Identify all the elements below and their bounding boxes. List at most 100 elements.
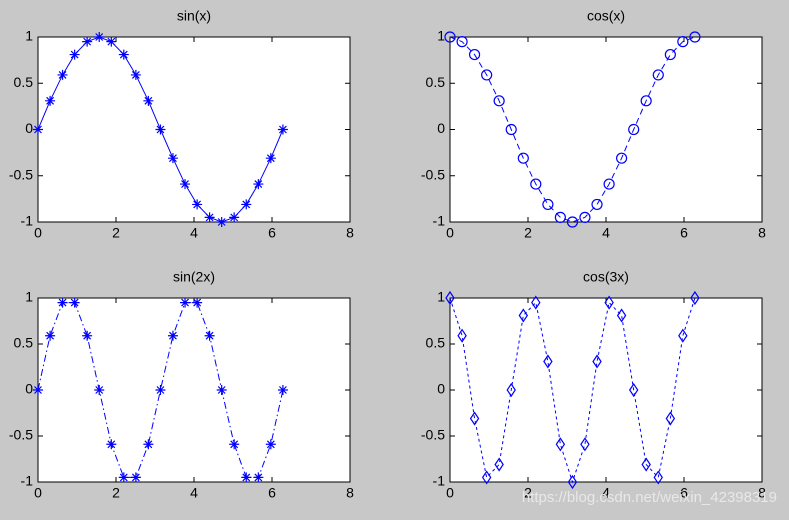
- data-marker: [33, 385, 43, 395]
- watermark: https://blog.csdn.net/weixin_42398319: [522, 489, 777, 506]
- x-tick-label: 2: [112, 485, 120, 501]
- data-marker: [664, 49, 676, 61]
- data-marker: [678, 328, 688, 343]
- data-marker: [481, 69, 493, 81]
- data-marker: [616, 152, 628, 164]
- data-marker: [94, 385, 105, 395]
- chart-title: sin(2x): [173, 269, 215, 285]
- data-marker: [253, 179, 264, 190]
- data-marker: [204, 212, 215, 223]
- x-tick-label: 2: [524, 225, 532, 241]
- data-marker: [468, 49, 481, 61]
- data-marker: [204, 330, 215, 341]
- axes-box: [449, 297, 763, 483]
- data-marker: [456, 36, 468, 48]
- data-marker: [45, 95, 56, 106]
- data-marker: [180, 179, 191, 190]
- data-marker: [229, 439, 240, 450]
- data-marker: [604, 295, 614, 310]
- data-marker: [505, 123, 517, 136]
- data-marker: [628, 382, 639, 398]
- data-marker: [143, 439, 154, 450]
- y-tick-label: -0.5: [9, 427, 33, 443]
- data-marker: [253, 472, 264, 483]
- data-marker: [33, 124, 43, 135]
- y-tick-label: -0.5: [9, 166, 33, 182]
- y-tick-label: 0.5: [14, 335, 34, 351]
- x-tick-label: 8: [346, 225, 354, 241]
- data-marker: [192, 297, 203, 308]
- data-marker: [591, 198, 603, 210]
- data-marker: [628, 123, 640, 136]
- data-marker: [531, 295, 541, 310]
- data-marker: [652, 69, 664, 81]
- y-tick-label: 1: [437, 289, 445, 305]
- x-tick-label: 6: [268, 225, 276, 241]
- data-marker: [277, 124, 288, 135]
- y-tick-label: 0: [25, 381, 33, 397]
- x-tick-label: 4: [190, 225, 198, 241]
- data-marker: [118, 472, 129, 483]
- y-tick-label: -0.5: [421, 166, 445, 182]
- y-tick-label: 0: [437, 120, 445, 136]
- x-tick-label: 0: [446, 225, 454, 241]
- data-marker: [543, 354, 553, 369]
- x-tick-label: 0: [34, 225, 42, 241]
- axes-box: [449, 36, 763, 223]
- data-marker: [592, 354, 602, 369]
- data-marker: [180, 297, 191, 308]
- y-tick-label: -1: [21, 213, 34, 229]
- x-tick-label: 0: [446, 485, 454, 501]
- x-tick-label: 0: [34, 485, 42, 501]
- data-marker: [555, 437, 566, 452]
- data-marker: [192, 199, 203, 210]
- data-marker: [155, 385, 166, 395]
- data-marker: [444, 31, 456, 43]
- x-tick-label: 2: [524, 485, 532, 501]
- data-marker: [579, 211, 591, 223]
- chart-title: cos(x): [587, 8, 625, 24]
- data-line: [449, 36, 696, 223]
- data-marker: [494, 457, 504, 472]
- data-marker: [155, 124, 166, 135]
- data-marker: [57, 69, 68, 80]
- data-marker: [580, 437, 590, 452]
- data-marker: [640, 95, 652, 107]
- y-tick-label: 1: [25, 28, 33, 44]
- data-marker: [641, 457, 651, 472]
- data-marker: [469, 411, 480, 426]
- data-marker: [106, 439, 117, 450]
- data-marker: [82, 330, 93, 341]
- data-marker: [530, 178, 542, 190]
- data-marker: [82, 36, 93, 47]
- data-marker: [567, 474, 578, 490]
- data-marker: [517, 152, 529, 164]
- y-tick-label: 0: [437, 381, 445, 397]
- data-marker: [130, 69, 141, 80]
- data-marker: [603, 178, 615, 190]
- data-marker: [677, 36, 689, 48]
- data-marker: [566, 216, 579, 228]
- data-marker: [690, 290, 700, 306]
- data-marker: [665, 411, 676, 426]
- data-marker: [481, 470, 492, 485]
- axes-box: [37, 36, 351, 223]
- y-tick-label: 0: [25, 120, 33, 136]
- data-marker: [57, 297, 68, 308]
- axes-box: [37, 297, 351, 483]
- data-marker: [69, 49, 80, 60]
- data-marker: [69, 297, 80, 308]
- data-marker: [106, 36, 117, 47]
- data-marker: [554, 211, 566, 223]
- data-marker: [45, 330, 56, 341]
- y-tick-label: -1: [433, 473, 446, 489]
- data-marker: [493, 95, 505, 107]
- data-marker: [216, 385, 227, 395]
- data-marker: [445, 290, 455, 306]
- data-marker: [167, 330, 178, 341]
- x-tick-label: 4: [190, 485, 198, 501]
- y-tick-label: -1: [433, 213, 446, 229]
- y-tick-label: 0.5: [14, 74, 34, 90]
- x-tick-label: 6: [680, 485, 688, 501]
